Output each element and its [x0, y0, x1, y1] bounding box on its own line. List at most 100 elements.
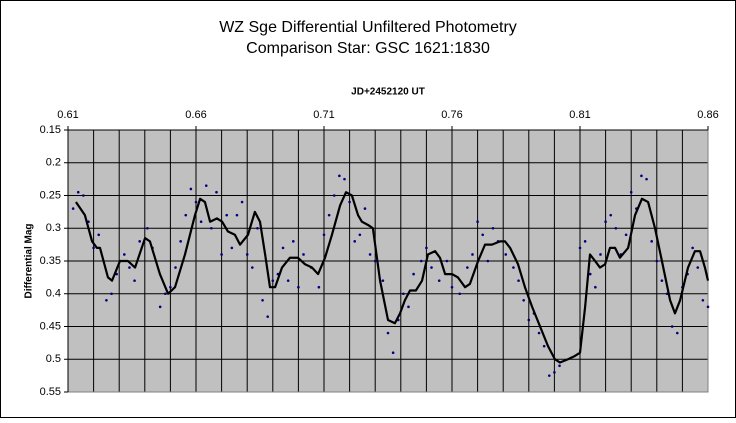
data-point — [458, 292, 461, 296]
data-point — [317, 285, 321, 289]
data-point — [486, 259, 490, 263]
data-point — [271, 279, 275, 282]
data-point — [286, 279, 290, 282]
data-point — [210, 226, 213, 230]
data-point — [338, 174, 341, 178]
data-point — [450, 285, 454, 289]
x-tick-label: 0.86 — [697, 109, 718, 121]
data-point — [386, 331, 390, 335]
data-point — [675, 331, 679, 335]
data-point — [466, 266, 469, 269]
data-point — [123, 253, 126, 256]
y-tick-label: 0.35 — [40, 255, 61, 267]
trend-line — [75, 191, 710, 364]
data-point — [599, 253, 602, 256]
data-point — [527, 318, 531, 322]
data-point — [266, 315, 269, 318]
data-point — [71, 207, 75, 210]
x-tick-label: 0.76 — [441, 109, 462, 121]
data-point — [230, 246, 234, 250]
data-point — [655, 259, 659, 263]
data-point — [251, 266, 254, 269]
data-point — [412, 272, 415, 276]
data-point — [215, 190, 218, 194]
data-point — [624, 233, 628, 237]
data-point — [363, 207, 367, 210]
data-point — [327, 213, 331, 217]
y-tick-label: 0.5 — [46, 353, 61, 365]
data-point — [240, 200, 244, 204]
data-point — [256, 226, 259, 230]
data-point — [163, 292, 167, 296]
data-point — [235, 213, 239, 217]
data-point — [537, 331, 541, 335]
data-point — [281, 246, 285, 250]
data-point — [381, 279, 385, 282]
data-point — [332, 194, 336, 197]
data-point — [425, 246, 428, 250]
data-point — [138, 240, 141, 243]
chart-title: WZ Sge Differential Unfiltered Photometr… — [219, 19, 517, 36]
data-point — [225, 213, 229, 217]
data-point — [189, 187, 193, 191]
data-point — [297, 285, 300, 289]
data-point — [640, 174, 643, 178]
data-point — [437, 279, 441, 282]
data-point — [194, 200, 198, 204]
data-point — [419, 259, 423, 263]
data-point — [553, 371, 556, 374]
data-point — [76, 190, 80, 194]
data-point — [588, 272, 592, 276]
data-point — [476, 220, 479, 223]
data-point — [184, 213, 188, 217]
data-point — [481, 233, 485, 237]
data-point — [512, 266, 515, 269]
y-tick-label: 0.3 — [46, 222, 61, 234]
data-point — [169, 285, 172, 289]
data-point — [322, 233, 326, 237]
data-point — [368, 253, 372, 256]
y-tick-label: 0.2 — [46, 157, 61, 169]
data-point — [604, 220, 607, 223]
data-point — [558, 364, 561, 368]
data-point — [302, 253, 305, 256]
data-point — [391, 351, 395, 355]
data-point — [691, 246, 694, 250]
data-point — [645, 177, 648, 181]
data-point — [471, 253, 474, 256]
data-point — [650, 240, 653, 243]
data-point — [660, 279, 664, 282]
data-point — [696, 266, 700, 269]
data-point — [110, 292, 113, 296]
data-point — [343, 177, 346, 181]
x-tick-label: 0.61 — [57, 109, 78, 121]
data-point — [133, 279, 136, 282]
data-point — [358, 233, 362, 237]
x-axis-title: JD+2452120 UT — [351, 87, 425, 98]
y-tick-label: 0.25 — [40, 189, 61, 201]
data-point — [353, 240, 357, 243]
data-point — [583, 240, 587, 243]
data-point — [614, 226, 618, 230]
data-point — [220, 253, 223, 256]
y-axis-title: Differential Mag — [24, 223, 35, 298]
y-tick-label: 0.45 — [40, 320, 61, 332]
data-point — [517, 279, 520, 282]
data-point — [97, 233, 101, 237]
data-point — [594, 285, 597, 289]
data-point — [522, 299, 525, 302]
data-point — [92, 246, 95, 250]
data-point — [82, 194, 85, 197]
data-point — [146, 226, 149, 230]
data-point — [158, 305, 162, 309]
data-point — [174, 266, 177, 269]
data-point — [128, 266, 131, 269]
data-point — [204, 184, 208, 187]
data-point — [609, 213, 613, 217]
x-tick-label: 0.71 — [313, 109, 334, 121]
data-point — [542, 344, 546, 348]
data-point — [291, 240, 295, 243]
data-point — [578, 246, 582, 250]
data-point — [407, 305, 410, 309]
